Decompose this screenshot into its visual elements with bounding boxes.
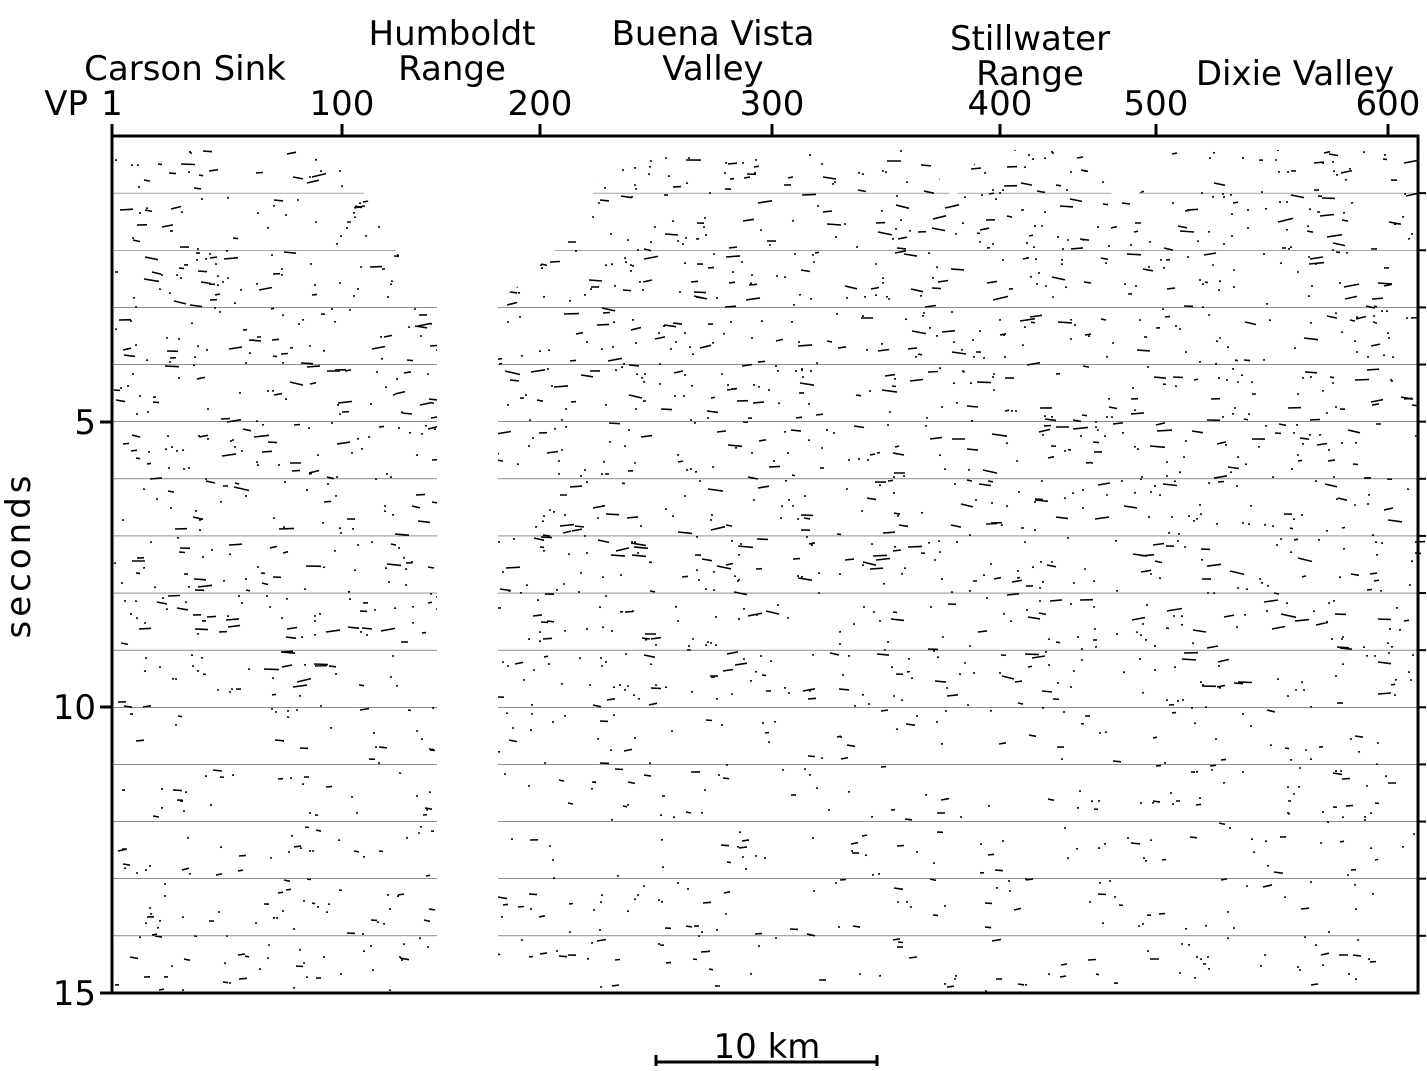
vp-label: VP (44, 84, 88, 124)
y-tick-label: 5 (74, 403, 96, 443)
vp-tick-label: 300 (740, 84, 805, 124)
profile-label: Stillwater (950, 19, 1110, 59)
profile-label: Carson Sink (84, 49, 286, 89)
profile-label: Humboldt (369, 14, 536, 54)
vp-tick-label: 600 (1356, 84, 1421, 124)
vp-tick-label: 200 (508, 84, 573, 124)
seismic-traces (113, 149, 1426, 992)
profile-label: Valley (662, 49, 763, 89)
frame (110, 134, 1420, 995)
vp-tick-label: 1 (101, 84, 123, 124)
profile-label: Buena Vista (612, 14, 815, 54)
vp-tick-label: 500 (1124, 84, 1189, 124)
profile-label: Dixie Valley (1196, 54, 1394, 94)
scale-bar-label: 10 km (714, 1027, 821, 1067)
mask (112, 135, 1418, 993)
time-lines (112, 192, 1426, 937)
y-tick-label: 15 (53, 974, 96, 1014)
vp-tick-label: 400 (968, 84, 1033, 124)
vp-tick-label: 100 (310, 84, 375, 124)
labels: 5 10 15 1 100 200 300 400 500 600 Carson Sink Humbo… (53, 14, 1421, 1014)
profile-label: Range (976, 54, 1084, 94)
profile-label: Range (398, 49, 506, 89)
y-tick-label: 10 (53, 688, 96, 728)
y-axis-label: seconds (0, 472, 39, 639)
